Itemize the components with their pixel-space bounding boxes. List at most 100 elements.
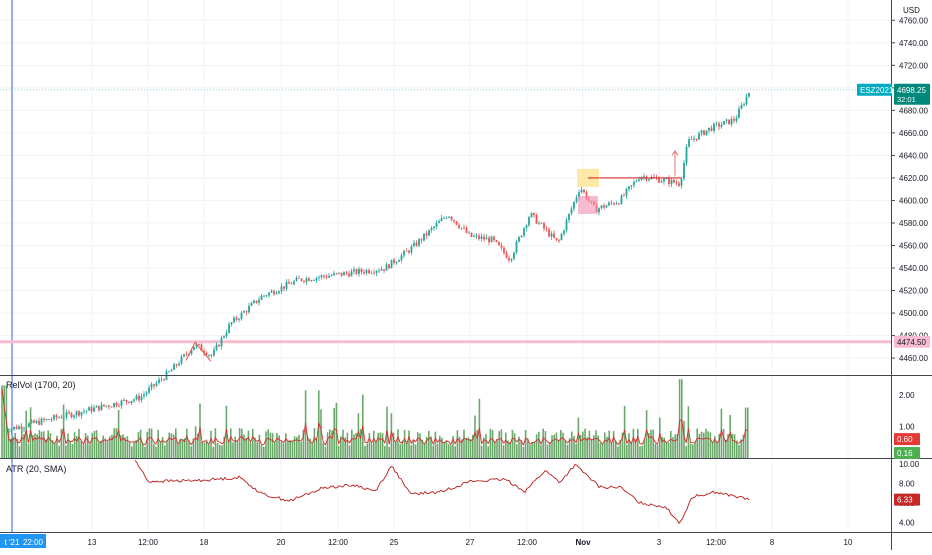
candle bbox=[628, 186, 630, 192]
triangle-drawing[interactable] bbox=[185, 341, 212, 362]
candle bbox=[350, 268, 353, 277]
candle bbox=[603, 203, 605, 210]
relvol-title[interactable]: RelVol (1700, 20) bbox=[6, 380, 76, 390]
relvol-bar bbox=[419, 433, 421, 458]
relvol-bar bbox=[608, 430, 610, 458]
candle bbox=[60, 414, 63, 419]
gridlines bbox=[0, 0, 891, 532]
relvol-bar bbox=[135, 440, 137, 458]
candle bbox=[388, 263, 390, 270]
candle bbox=[630, 184, 633, 190]
time-label-10: Nov bbox=[575, 538, 591, 547]
candle bbox=[140, 393, 143, 403]
candle bbox=[255, 300, 258, 304]
relvol-bar bbox=[313, 428, 316, 458]
relvol-bar bbox=[168, 432, 170, 458]
currency-label: USD bbox=[903, 6, 920, 15]
candle bbox=[463, 224, 465, 230]
relvol-bar bbox=[267, 429, 269, 458]
candle bbox=[30, 418, 33, 424]
demand-zone[interactable] bbox=[578, 195, 598, 214]
candle bbox=[505, 250, 508, 259]
relvol-badge-2-bg bbox=[894, 446, 920, 459]
relvol-bar bbox=[186, 428, 188, 458]
candle bbox=[673, 178, 675, 184]
relvol-bar bbox=[326, 432, 329, 458]
time-axis[interactable]: t '21 22:00 13 12:00 18 20 12:00 25 27 12:00 Nov 3 1… bbox=[0, 534, 853, 548]
relvol-bar bbox=[645, 410, 648, 458]
relvol-bar bbox=[324, 446, 327, 458]
relvol-bar bbox=[432, 445, 434, 458]
time-label-3: 12:00 bbox=[138, 538, 159, 547]
candle bbox=[125, 399, 128, 405]
relvol-bar bbox=[219, 444, 221, 458]
relvol-bar bbox=[223, 436, 225, 458]
candle bbox=[53, 414, 55, 421]
candle bbox=[120, 399, 123, 410]
candle bbox=[730, 116, 733, 127]
chart-drawings[interactable] bbox=[185, 149, 682, 362]
candle bbox=[620, 193, 623, 205]
relvol-bar bbox=[520, 440, 522, 458]
relvol-bar bbox=[489, 428, 492, 458]
candle bbox=[668, 175, 670, 188]
relvol-bar bbox=[518, 436, 520, 458]
atr-title[interactable]: ATR (20, SMA) bbox=[6, 464, 66, 474]
time-label-13: 8 bbox=[770, 538, 775, 547]
candle bbox=[170, 368, 173, 372]
symbol-badge: ESZ2021 bbox=[860, 86, 894, 95]
candle bbox=[150, 382, 153, 391]
relvol-bar bbox=[276, 433, 278, 458]
relvol-bar bbox=[650, 429, 652, 458]
candle bbox=[133, 398, 135, 403]
candle bbox=[370, 270, 373, 274]
candle bbox=[415, 240, 418, 247]
candle bbox=[575, 194, 578, 204]
relvol-bar bbox=[467, 437, 470, 458]
relvol-bar bbox=[509, 442, 511, 458]
relvol-bar bbox=[322, 442, 324, 458]
candle bbox=[728, 119, 730, 125]
horizontal-level[interactable] bbox=[0, 89, 891, 344]
relvol-bar bbox=[643, 438, 646, 458]
relvol-bar bbox=[476, 429, 478, 458]
candle bbox=[633, 179, 635, 189]
candle bbox=[193, 346, 195, 351]
price-tick-13: 4500.00 bbox=[899, 309, 928, 318]
relvol-bar bbox=[687, 406, 690, 458]
candle bbox=[293, 279, 295, 286]
relvol-bar bbox=[615, 440, 617, 458]
relvol-bar bbox=[447, 444, 450, 458]
candle bbox=[365, 268, 368, 276]
relvol-bar bbox=[221, 445, 223, 458]
relvol-bar bbox=[740, 439, 742, 458]
relvol-bar bbox=[722, 429, 725, 458]
relvol-bar bbox=[164, 445, 166, 458]
candle bbox=[378, 268, 380, 274]
candle bbox=[475, 233, 478, 240]
relvol-bar bbox=[612, 431, 615, 458]
candle bbox=[745, 93, 748, 106]
relvol-bar bbox=[463, 429, 465, 458]
relvol-bar bbox=[18, 446, 21, 458]
relvol-bar bbox=[115, 428, 118, 458]
candle bbox=[330, 273, 333, 277]
candle bbox=[105, 405, 108, 408]
candle bbox=[268, 291, 270, 298]
relvol-bar bbox=[289, 439, 291, 458]
candle bbox=[258, 296, 260, 306]
relvol-bar bbox=[155, 446, 157, 458]
time-label-7: 25 bbox=[390, 538, 399, 547]
candle bbox=[290, 281, 293, 285]
candle bbox=[55, 413, 58, 421]
relvol-bar bbox=[502, 445, 505, 458]
relvol-bar bbox=[637, 428, 639, 458]
time-label-4: 18 bbox=[200, 538, 209, 547]
relvol-bar bbox=[128, 441, 131, 458]
candle bbox=[678, 180, 680, 187]
candle bbox=[88, 406, 90, 411]
relvol-bar bbox=[307, 436, 309, 458]
atr-tick-3: 4.00 bbox=[899, 518, 915, 527]
